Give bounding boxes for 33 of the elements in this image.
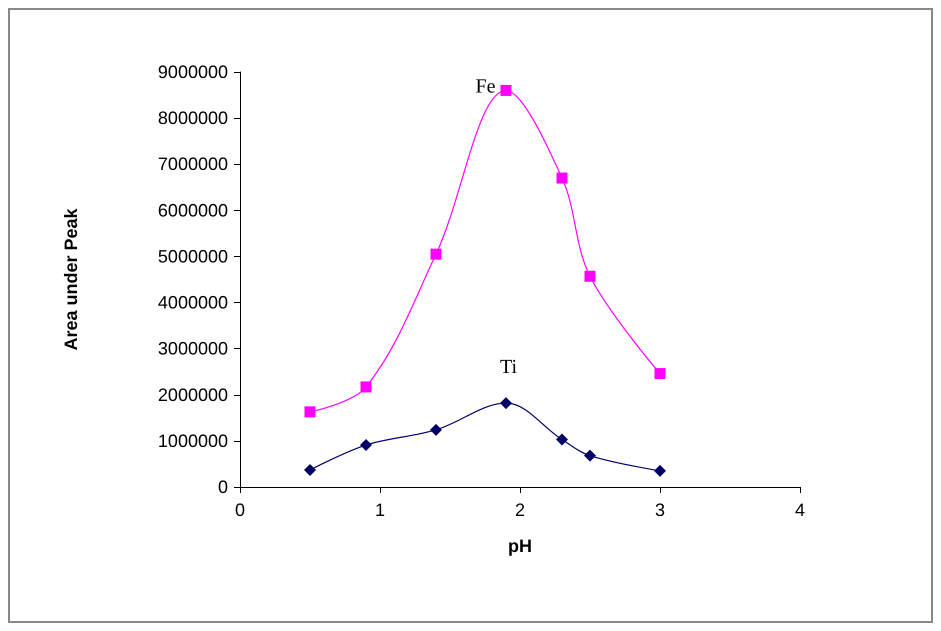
y-tick-label: 8000000 [158,108,228,128]
y-tick-label: 4000000 [158,292,228,313]
point [584,450,596,462]
point [654,368,666,380]
point [500,397,512,410]
point [430,424,442,436]
point [304,464,316,476]
y-tick-label: 9000000 [158,62,228,82]
point [360,381,372,392]
x-tick-label: 2 [514,500,526,520]
point [430,248,442,260]
y-tick-label: 6000000 [158,200,228,220]
series-label: Fe [476,75,496,98]
point [304,406,316,418]
x-tick-label: 3 [654,500,666,520]
x-axis-title: pH [508,536,532,556]
x-tick-label: 4 [794,500,806,520]
x-tick-label: 1 [374,500,386,520]
point [556,172,568,184]
y-axis-title: Area under Peak [61,207,81,351]
point [584,270,596,282]
point [556,434,568,446]
point [500,84,512,96]
y-tick-label: 5000000 [158,246,228,266]
y-tick-label: 1000000 [158,430,228,451]
y-tick-label: 2000000 [158,384,228,405]
x-tick-label: 0 [234,500,246,520]
point [654,464,666,477]
series-label: Ti [500,356,518,378]
point [360,439,372,452]
y-tick-label: 7000000 [158,154,228,174]
y-tick-label: 3000000 [158,338,228,359]
y-tick-label: 0 [218,477,228,497]
